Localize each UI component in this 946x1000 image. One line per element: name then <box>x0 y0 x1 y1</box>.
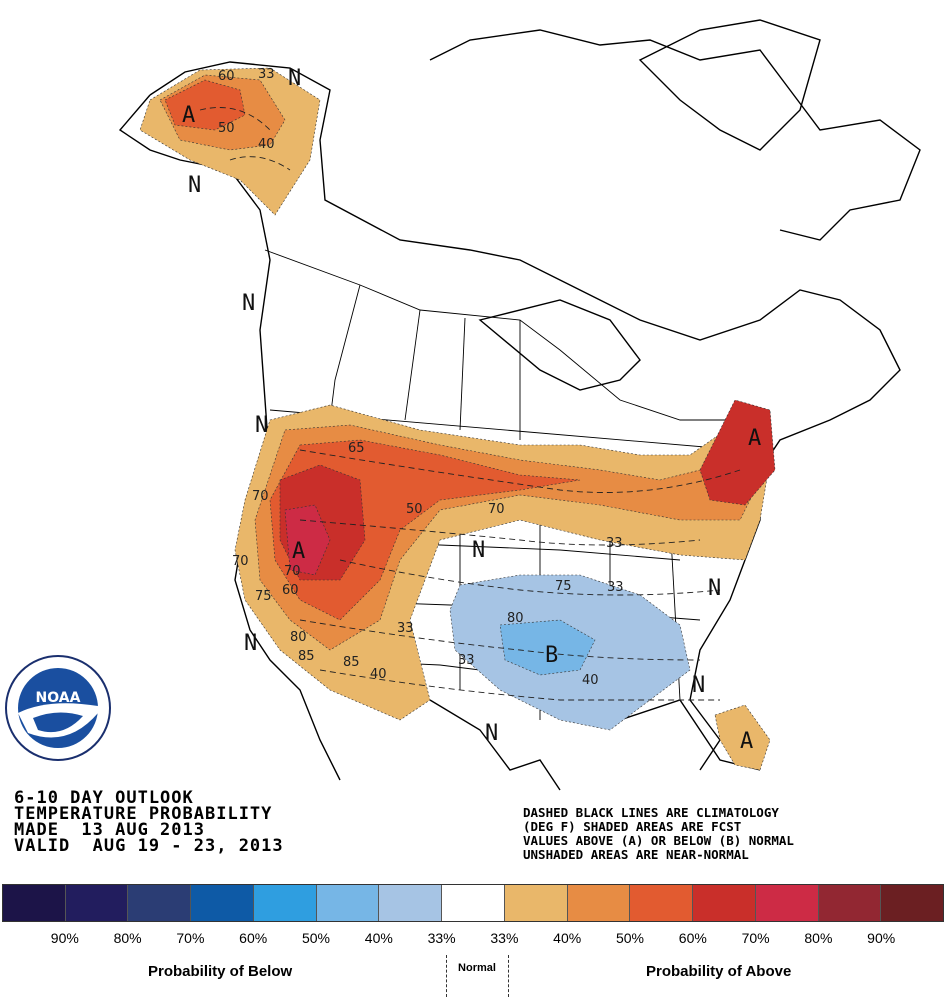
contour-label-60: 60 <box>282 583 299 598</box>
legend-swatch-8 <box>504 885 568 921</box>
legend-tick-0: 90% <box>50 930 79 946</box>
contour-label-alaska-40: 40 <box>258 137 275 152</box>
label-normal-4: N <box>255 413 268 438</box>
legend-swatch-11 <box>693 885 756 921</box>
contour-label-33d: 33 <box>606 536 623 551</box>
legend-tick-6: 33% <box>427 930 456 946</box>
legend-swatch-4 <box>253 885 317 921</box>
contour-label-40a: 40 <box>370 667 387 682</box>
contour-label-80b: 80 <box>507 611 524 626</box>
contour-label-alaska-33: 33 <box>258 67 275 82</box>
legend-tick-11: 70% <box>741 930 770 946</box>
legend-swatch-9 <box>567 885 631 921</box>
contour-label-70c: 70 <box>284 564 301 579</box>
alaska-above-60 <box>164 79 246 131</box>
legend-swatch-13 <box>818 885 882 921</box>
contour-label-75a: 75 <box>255 589 272 604</box>
contour-label-85b: 85 <box>343 655 360 670</box>
label-normal-7: N <box>244 631 257 656</box>
legend-tick-7: 33% <box>490 930 519 946</box>
legend-tick-13: 90% <box>867 930 896 946</box>
noaa-logo: NOAA <box>5 655 111 761</box>
legend-tick-9: 50% <box>615 930 645 946</box>
contour-label-50: 50 <box>406 502 423 517</box>
contour-label-70b: 70 <box>252 489 269 504</box>
noaa-logo-text: NOAA <box>36 690 81 706</box>
legend-tick-8: 40% <box>553 930 582 946</box>
contour-label-33c: 33 <box>607 580 624 595</box>
title-line-3: MADE 13 AUG 2013 <box>14 820 205 840</box>
label-normal-2: N <box>188 173 201 198</box>
label-normal-8: N <box>692 673 705 698</box>
label-above-florida: A <box>740 729 753 754</box>
contour-value-labels: 50 40 60 33 65 50 70 70 70 75 75 60 80 8… <box>218 67 624 688</box>
label-normal-9: N <box>485 721 498 746</box>
legend-tick-3: 60% <box>239 930 268 946</box>
title-line-1: 6-10 DAY OUTLOOK <box>14 788 194 808</box>
color-legend <box>2 884 944 922</box>
legend-swatch-5 <box>316 885 380 921</box>
legend-swatch-2 <box>128 885 192 921</box>
legend-swatch-1 <box>65 885 129 921</box>
legend-normal-caption: Normal <box>458 962 496 974</box>
legend-ticks: 90% 80% 70% 60% 50% 40% 33% 33% 40% 50% 60% 70% 80% 9… <box>0 930 946 950</box>
west-above-80 <box>284 504 331 576</box>
contour-label-80a: 80 <box>290 630 307 645</box>
legend-tick-2: 70% <box>176 930 205 946</box>
label-normal-1: N <box>288 66 301 91</box>
category-labels: A A A A B N N N N N N N N N <box>182 66 761 754</box>
legend-tick-4: 50% <box>301 930 331 946</box>
legend-tick-10: 60% <box>678 930 707 946</box>
label-normal-5: N <box>472 538 485 563</box>
contour-label-alaska-50: 50 <box>218 121 235 136</box>
normal-divider-left <box>446 955 447 997</box>
contour-label-40b: 40 <box>582 673 599 688</box>
title-line-4: VALID AUG 19 - 23, 2013 <box>14 836 284 856</box>
note-line-2: (DEG F) SHADED AREAS ARE FCST <box>523 819 742 834</box>
contour-label-65: 65 <box>348 441 365 456</box>
northeast-above-60 <box>699 399 776 506</box>
legend-swatch-10 <box>630 885 694 921</box>
label-above-northeast: A <box>748 426 761 451</box>
legend-swatch-3 <box>191 885 254 921</box>
label-below-south: B <box>545 643 558 668</box>
contour-label-alaska-60: 60 <box>218 69 235 84</box>
florida-above-40 <box>714 704 771 771</box>
contour-label-70a: 70 <box>488 502 505 517</box>
title-line-2: TEMPERATURE PROBABILITY <box>14 804 273 824</box>
label-normal-6: N <box>708 576 721 601</box>
contour-label-75b: 75 <box>555 579 572 594</box>
legend-notes: DASHED BLACK LINES ARE CLIMATOLOGY (DEG … <box>523 806 794 862</box>
label-above-west: A <box>292 539 305 564</box>
legend-swatch-7 <box>442 885 505 921</box>
legend-below-caption: Probability of Below <box>148 963 293 980</box>
contour-label-85a: 85 <box>298 649 315 664</box>
legend-swatch-12 <box>755 885 819 921</box>
probability-areas <box>139 67 776 771</box>
note-line-1: DASHED BLACK LINES ARE CLIMATOLOGY <box>523 805 779 820</box>
legend-swatch-14 <box>881 885 944 921</box>
outlook-map: A A A A B N N N N N N N N N 50 40 60 33 … <box>5 19 921 791</box>
normal-divider-right <box>508 955 509 997</box>
contour-label-70d: 70 <box>232 554 249 569</box>
contour-label-33b: 33 <box>458 653 475 668</box>
south-below-40 <box>499 619 596 676</box>
outlook-title: 6-10 DAY OUTLOOK TEMPERATURE PROBABILITY… <box>14 788 284 856</box>
climatology-contours <box>199 107 741 701</box>
legend-tick-1: 80% <box>113 930 142 946</box>
legend-above-caption: Probability of Above <box>646 963 792 980</box>
label-above-alaska: A <box>182 103 195 128</box>
legend-swatch-6 <box>379 885 443 921</box>
legend-tick-5: 40% <box>364 930 393 946</box>
note-line-3: VALUES ABOVE (A) OR BELOW (B) NORMAL <box>523 833 794 848</box>
label-normal-3: N <box>242 291 255 316</box>
legend-swatch-0 <box>3 885 66 921</box>
contour-label-33a: 33 <box>397 621 414 636</box>
legend-tick-12: 80% <box>804 930 833 946</box>
note-line-4: UNSHADED AREAS ARE NEAR-NORMAL <box>523 847 749 862</box>
